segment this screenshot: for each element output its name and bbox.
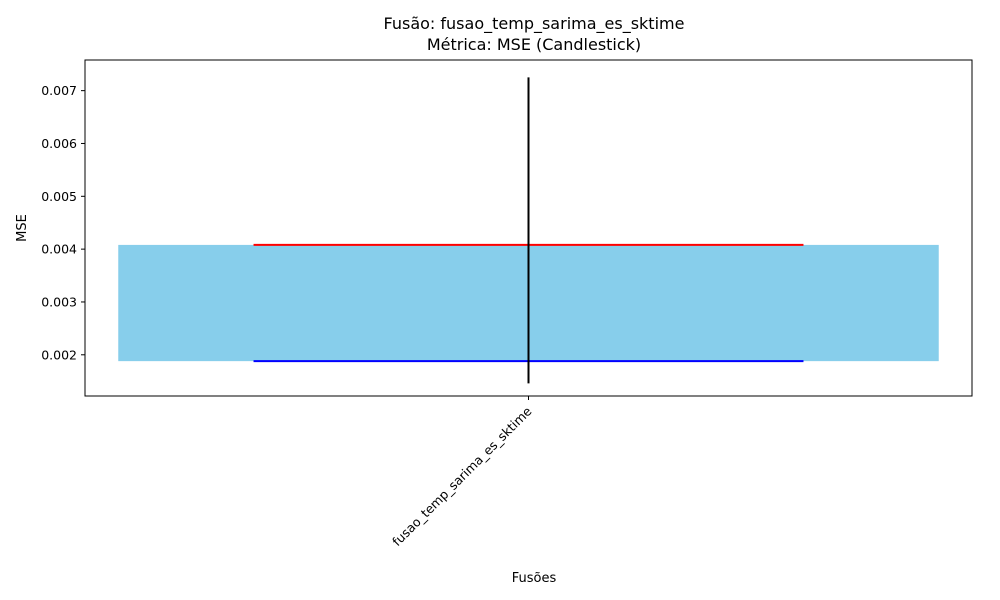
- x-axis: fusao_temp_sarima_es_sktime: [389, 396, 535, 549]
- y-tick-label: 0.005: [41, 189, 77, 204]
- x-tick-label: fusao_temp_sarima_es_sktime: [389, 403, 535, 549]
- y-axis-label: MSE: [15, 214, 30, 242]
- x-axis-label: Fusões: [512, 571, 557, 586]
- chart-title-line1: Fusão: fusao_temp_sarima_es_sktime: [384, 14, 685, 34]
- y-tick-label: 0.006: [41, 136, 77, 151]
- y-tick-label: 0.004: [41, 242, 77, 257]
- y-axis: 0.002 0.003 0.004 0.005 0.006 0.007: [41, 83, 85, 362]
- y-tick-label: 0.002: [41, 347, 77, 362]
- chart-title-line2: Métrica: MSE (Candlestick): [427, 35, 641, 54]
- plot-area: [118, 77, 939, 384]
- y-tick-label: 0.003: [41, 294, 77, 309]
- y-tick-label: 0.007: [41, 83, 77, 98]
